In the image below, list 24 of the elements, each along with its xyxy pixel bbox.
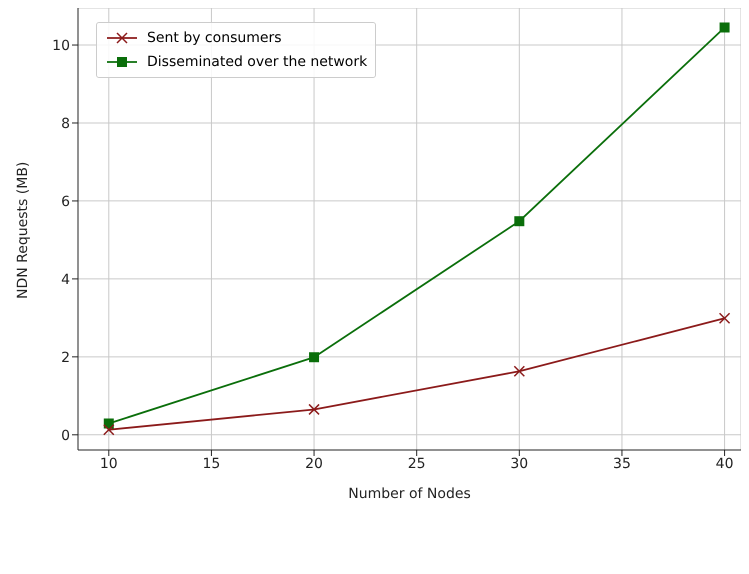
point [514,216,524,226]
point [308,404,320,416]
point [514,366,526,378]
x-tick-label: 30 [510,456,528,472]
point [718,312,730,324]
x-tick-label: 20 [305,456,323,472]
y-tick-label: 10 [52,38,70,54]
x-tick-label: 15 [202,456,220,472]
x-tick-label: 40 [716,456,734,472]
y-tick-label: 6 [61,194,70,210]
point [720,22,730,32]
y-axis-title: NDN Requests (MB) [14,162,31,299]
point [309,352,320,362]
y-tick-label: 4 [61,272,70,288]
y-tick-label: 8 [61,116,70,132]
x-tick-label: 10 [100,456,118,472]
legend-label: Sent by consumers [147,30,282,46]
x-tick-label: 25 [408,456,426,472]
x-tick-label: 35 [613,456,631,472]
point [103,424,115,436]
y-tick-label: 0 [61,428,70,444]
legend-label: Disseminated over the network [147,54,368,70]
x-axis-title: Number of Nodes [348,486,471,502]
y-tick-label: 2 [61,350,70,366]
